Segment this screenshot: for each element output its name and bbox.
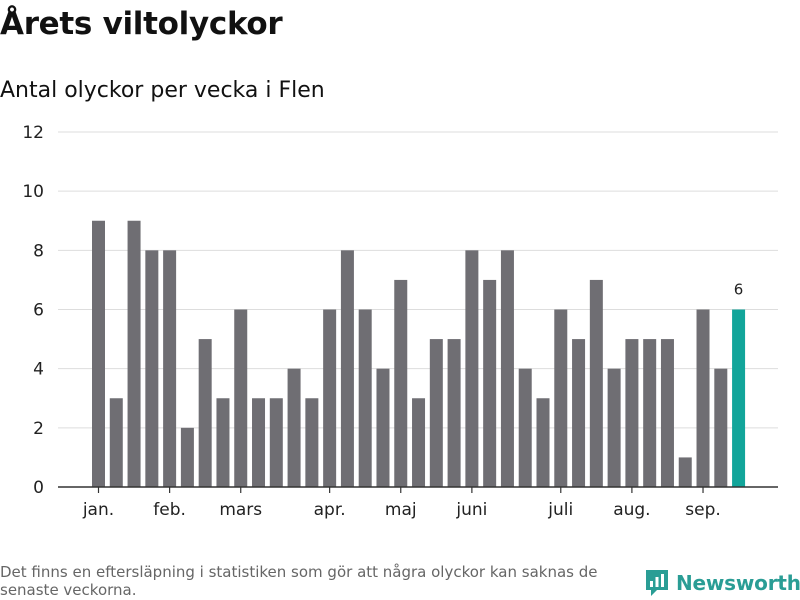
bar: [180, 427, 194, 487]
bar: [145, 250, 159, 487]
bar: [412, 398, 426, 487]
y-tick-label: 2: [33, 419, 44, 439]
bar: [127, 220, 141, 487]
x-tick-label: jan.: [82, 500, 114, 520]
bar: [643, 339, 657, 487]
y-tick-label: 6: [33, 301, 44, 321]
bar: [340, 250, 354, 487]
bar: [252, 398, 266, 487]
page-title: Årets viltolyckor: [0, 6, 283, 42]
y-tick-label: 0: [33, 478, 44, 498]
bar: [394, 279, 408, 487]
bar: [287, 368, 301, 487]
bar: [572, 339, 586, 487]
bar: [589, 279, 603, 487]
bar: [358, 309, 372, 487]
bar: [429, 339, 443, 487]
bar: [447, 339, 461, 487]
bar: [109, 398, 123, 487]
bar: [500, 250, 514, 487]
chart-subtitle: Antal olyckor per vecka i Flen: [0, 78, 325, 103]
brand-logo: Newsworthy: [644, 568, 800, 598]
y-tick-label: 12: [22, 123, 44, 143]
bar: [465, 250, 479, 487]
bar: [678, 457, 692, 487]
bar: [376, 368, 390, 487]
bar: [305, 398, 319, 487]
bar-chart: 0 2 4 6 8 10 12 6 jan. feb. mars apr. maj juni juli aug…: [22, 123, 778, 520]
x-tick-label: sep.: [685, 500, 721, 520]
x-tick-label: juni: [455, 500, 487, 520]
bar: [660, 339, 674, 487]
brand-name: Newsworthy: [676, 571, 800, 595]
bar: [554, 309, 568, 487]
newsworthy-logo-icon: [646, 570, 668, 596]
bar: [607, 368, 621, 487]
bar: [536, 398, 550, 487]
bar-highlight: [732, 309, 746, 487]
bar: [323, 309, 337, 487]
bar: [269, 398, 283, 487]
bar: [518, 368, 532, 487]
y-tick-label: 10: [22, 182, 44, 202]
bar: [92, 220, 105, 487]
x-tick-label: feb.: [153, 500, 186, 520]
bar: [234, 309, 248, 487]
y-tick-label: 8: [33, 241, 44, 261]
bar: [714, 368, 728, 487]
bar: [483, 279, 497, 487]
bar: [198, 339, 212, 487]
x-tick-label: juli: [547, 500, 573, 520]
x-tick-label: apr.: [314, 500, 346, 520]
x-tick-label: aug.: [613, 500, 650, 520]
y-tick-label: 4: [33, 360, 44, 380]
bar: [163, 250, 177, 487]
bar: [625, 339, 639, 487]
x-tick-label: maj: [385, 500, 417, 520]
data-label: 6: [734, 281, 744, 299]
x-tick-label: mars: [219, 500, 262, 520]
bar: [216, 398, 230, 487]
footnote: Det finns en eftersläpning i statistiken…: [0, 563, 598, 599]
bar: [696, 309, 710, 487]
